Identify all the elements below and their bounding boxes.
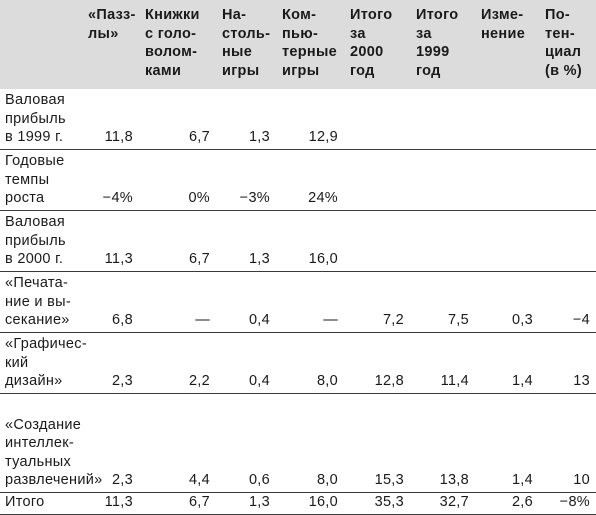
table-cell: 0%: [139, 149, 216, 211]
table-row: Валовая прибыль в 1999 г. 11,8 6,7 1,3 1…: [0, 89, 596, 150]
header-change: Изме- нение: [481, 7, 526, 42]
table-cell: −4: [539, 271, 596, 333]
table-cell: 11,8: [82, 89, 139, 150]
table-cell: 12,9: [276, 89, 344, 150]
table-cell: 2,3: [82, 393, 139, 493]
table-cell: [475, 149, 539, 211]
table-cell: [539, 89, 596, 150]
row-label: Валовая прибыль в 1999 г.: [0, 89, 82, 150]
row-label: Годовые темпы роста: [0, 149, 82, 211]
table-cell: 2,3: [82, 332, 139, 394]
table-cell: 0,6: [216, 393, 276, 493]
table-cell: 1,3: [216, 492, 276, 515]
table-row: Годовые темпы роста −4% 0% −3% 24%: [0, 149, 596, 211]
table-cell: 8,0: [276, 393, 344, 493]
table-cell: [410, 210, 475, 272]
table-row: «Создание интеллек- туальных развлечений…: [0, 393, 596, 493]
table-row: «Графичес- кий дизайн» 2,3 2,2 0,4 8,0 1…: [0, 332, 596, 394]
table-cell: 6,7: [139, 210, 216, 272]
table-cell: 1,4: [475, 332, 539, 394]
table-row: Валовая прибыль в 2000 г. 11,3 6,7 1,3 1…: [0, 210, 596, 272]
header-puzzles: «Пазз- лы»: [88, 7, 136, 42]
table-cell: 7,2: [344, 271, 410, 333]
table-cell: 8,0: [276, 332, 344, 394]
table-cell: 2,6: [475, 492, 539, 515]
row-label: «Печата- ние и вы- секание»: [0, 271, 82, 333]
table-cell: 4,4: [139, 393, 216, 493]
header-total-2000: Итого за 2000 год: [350, 7, 393, 79]
header-row: «Пазз- лы» Книжки с голо- волом- ками На…: [0, 0, 596, 89]
table-cell: 0,4: [216, 332, 276, 394]
table-cell: 10: [539, 393, 596, 493]
table-cell: [410, 149, 475, 211]
table-cell: 15,3: [344, 393, 410, 493]
table-cell: 1,3: [216, 89, 276, 150]
table-cell: [475, 210, 539, 272]
table-cell: 6,7: [139, 89, 216, 150]
table-cell: —: [139, 271, 216, 333]
table-cell: 35,3: [344, 492, 410, 515]
table-cell: 24%: [276, 149, 344, 211]
header-total-1999: Итого за 1999 год: [416, 7, 459, 79]
table-cell: 1,4: [475, 393, 539, 493]
table-cell: 7,5: [410, 271, 475, 333]
header-background: [0, 0, 596, 89]
table-cell: 2,2: [139, 332, 216, 394]
header-corner: [0, 0, 82, 89]
table-cell: [344, 89, 410, 150]
table-cell: 0,4: [216, 271, 276, 333]
row-label: «Создание интеллек- туальных развлечений…: [0, 393, 102, 493]
table-row-total: Итого 11,3 6,7 1,3 16,0 35,3 32,7 2,6 −8…: [0, 492, 596, 515]
table-cell: 12,8: [344, 332, 410, 394]
table-cell: 11,4: [410, 332, 475, 394]
table-header: «Пазз- лы» Книжки с голо- волом- ками На…: [0, 0, 596, 89]
table-row: «Печата- ние и вы- секание» 6,8 — 0,4 — …: [0, 271, 596, 333]
row-label: Валовая прибыль в 2000 г.: [0, 210, 82, 272]
table-cell: [410, 89, 475, 150]
header-puzzle-books: Книжки с голо- волом- ками: [145, 7, 200, 79]
header-potential: По- тен- циал (в %): [545, 7, 582, 79]
table-cell: [539, 210, 596, 272]
table-cell: 6,7: [139, 492, 216, 515]
table-cell: 13: [539, 332, 596, 394]
table-cell: 13,8: [410, 393, 475, 493]
table-cell: [344, 149, 410, 211]
table-cell: −8%: [539, 492, 596, 515]
table-cell: —: [276, 271, 344, 333]
table-cell: [344, 210, 410, 272]
header-board-games: На- столь- ные игры: [222, 7, 271, 79]
row-label: «Графичес- кий дизайн»: [0, 332, 87, 394]
table-cell: 16,0: [276, 210, 344, 272]
header-computer-games: Ком- пью- терные игры: [282, 7, 338, 79]
table-cell: 11,3: [82, 492, 139, 515]
table-cell: 1,3: [216, 210, 276, 272]
table-cell: 32,7: [410, 492, 475, 515]
table-cell: −3%: [216, 149, 276, 211]
table-cell: 16,0: [276, 492, 344, 515]
table-cell: [475, 89, 539, 150]
table-body: Валовая прибыль в 1999 г. 11,8 6,7 1,3 1…: [0, 89, 596, 515]
table-cell: −4%: [82, 149, 139, 211]
table-cell: 11,3: [82, 210, 139, 272]
table-cell: 0,3: [475, 271, 539, 333]
table-cell: 6,8: [82, 271, 139, 333]
row-label: Итого: [0, 492, 82, 515]
table-cell: [539, 149, 596, 211]
